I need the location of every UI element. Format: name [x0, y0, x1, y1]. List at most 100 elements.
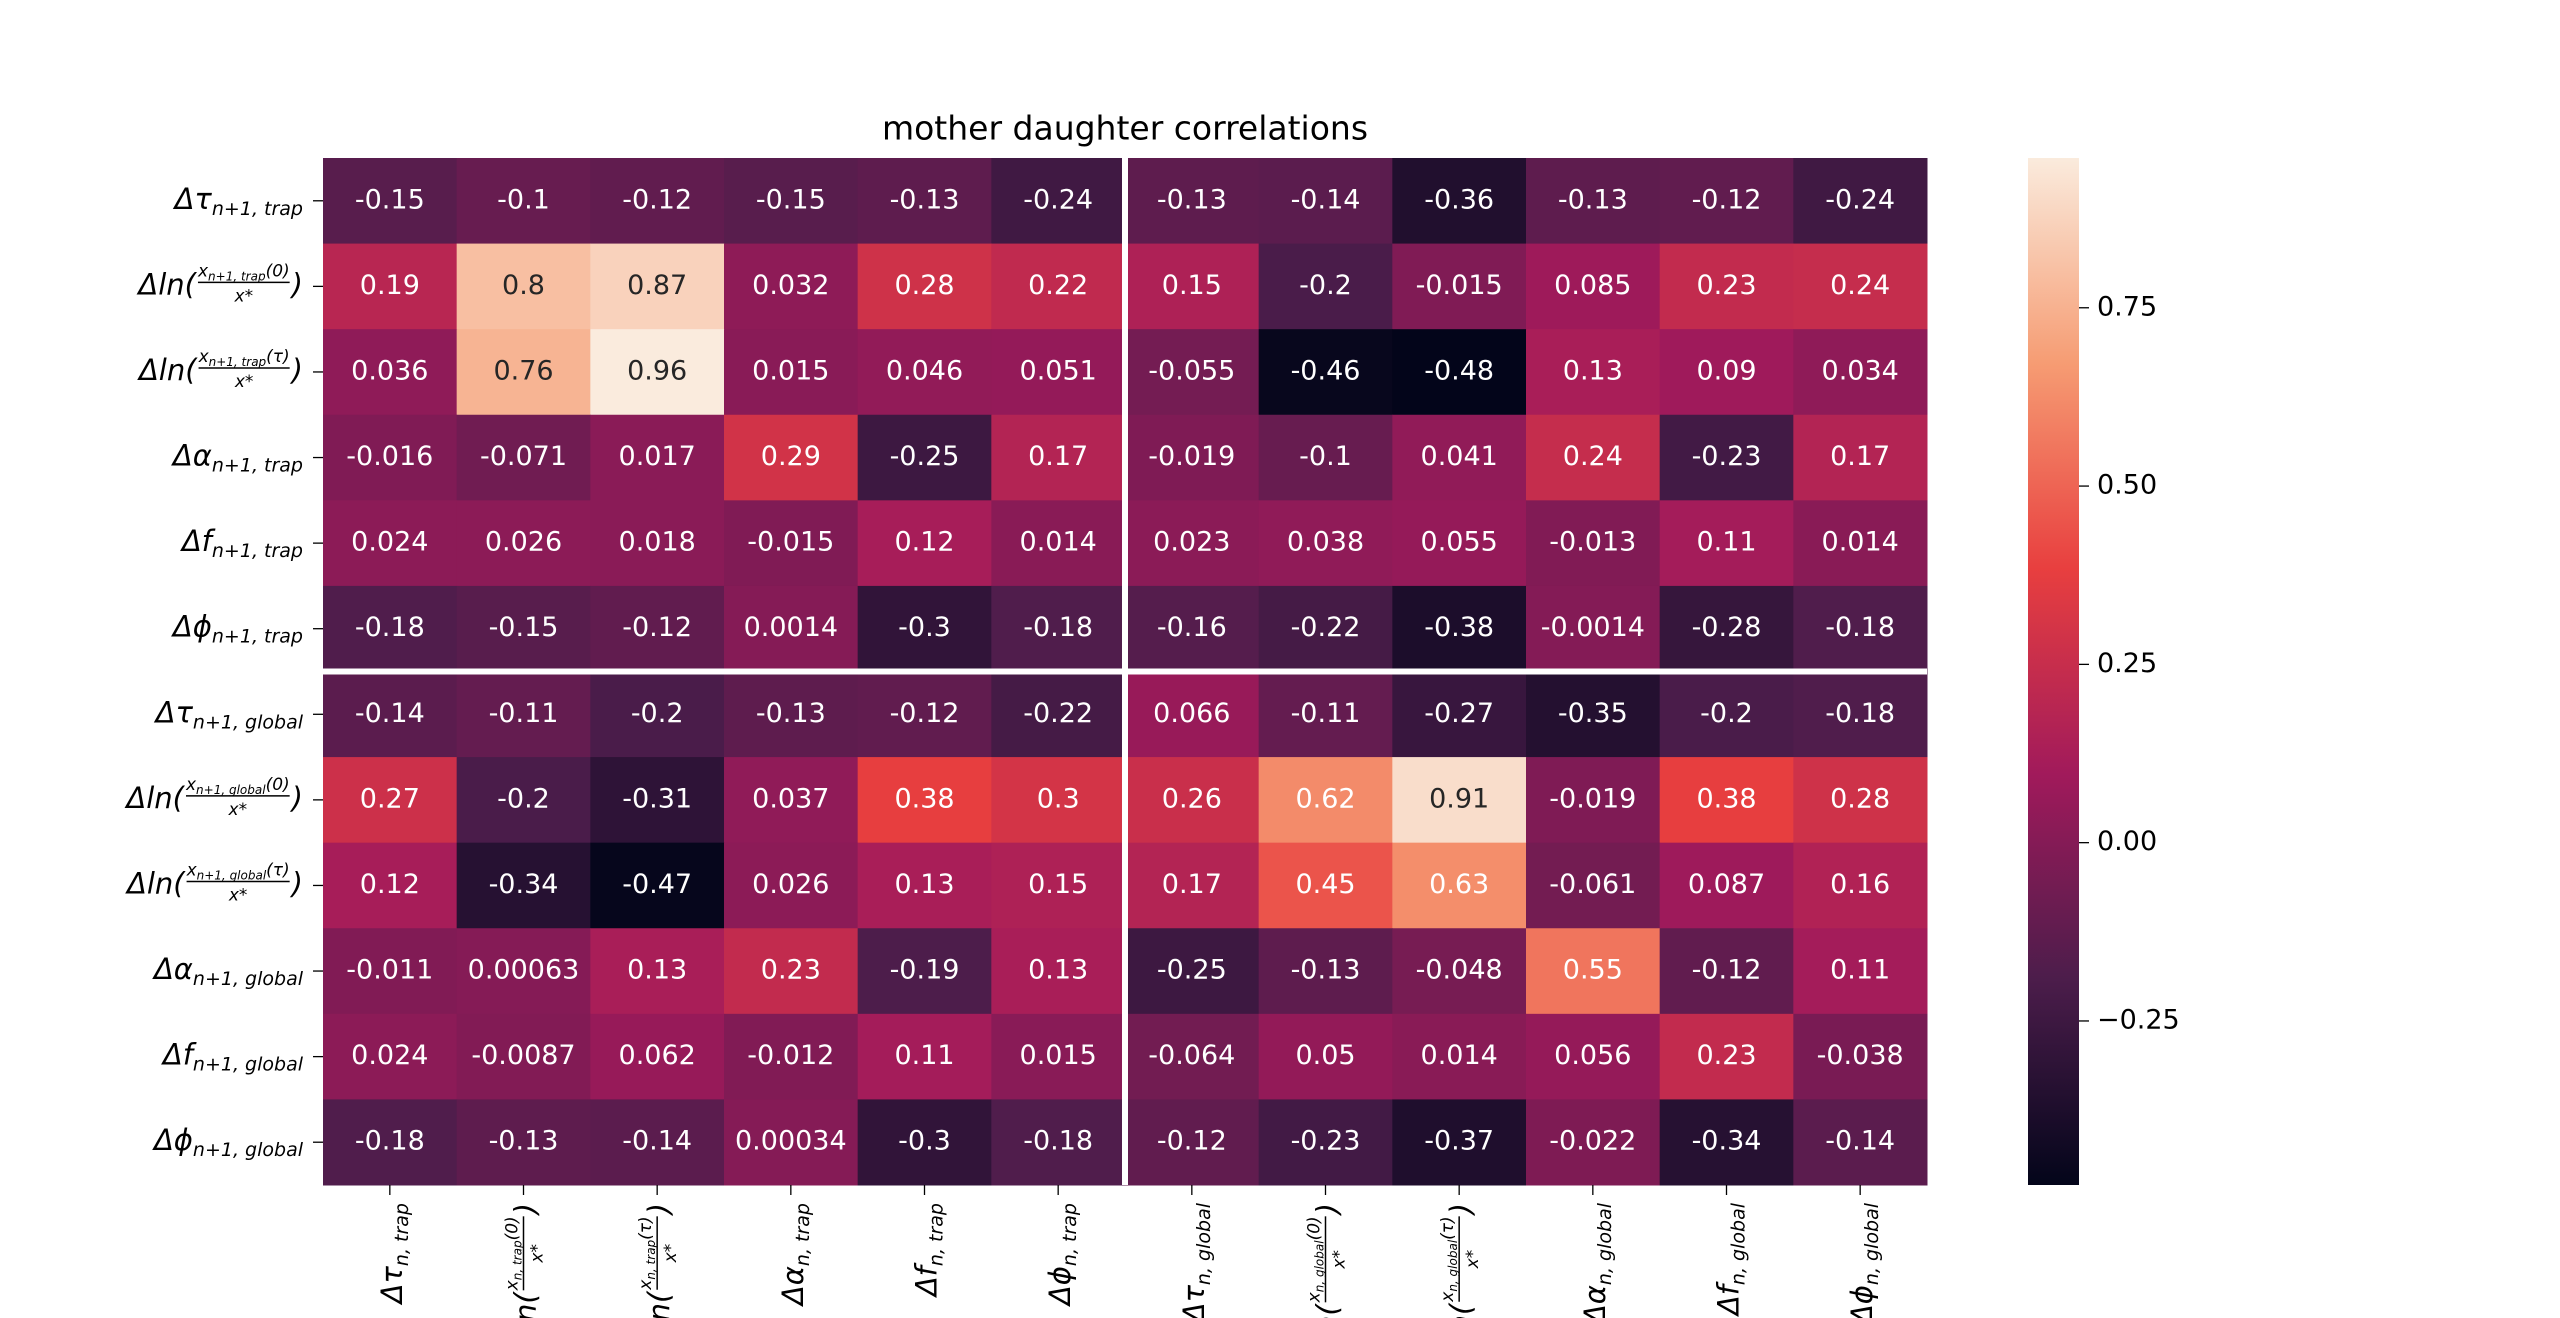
- cell-label: -0.12: [1692, 184, 1762, 215]
- cell-label: 0.11: [1830, 955, 1890, 986]
- cell-label: 0.17: [1028, 441, 1088, 472]
- cell-label: 0.05: [1295, 1040, 1355, 1071]
- heatmap-cell: [857, 1013, 992, 1100]
- cell-label: 0.62: [1295, 783, 1355, 814]
- cell-label: 0.29: [761, 441, 821, 472]
- cell-label: 0.28: [1830, 783, 1890, 814]
- label-part: n+1, global: [193, 1054, 304, 1076]
- heatmap-cell: [724, 414, 859, 501]
- cell-label: -0.12: [622, 184, 692, 215]
- label-part: x: [1305, 1291, 1325, 1303]
- heatmap-cell: [323, 158, 458, 245]
- heatmap-cell: [1659, 329, 1794, 416]
- heatmap-cell: [1258, 671, 1393, 758]
- label-part: Δϕ: [1043, 1266, 1077, 1307]
- label-text: Δϕn, trap: [1043, 1203, 1081, 1307]
- heatmap-cell: [724, 500, 859, 587]
- cell-label: -0.1: [1299, 441, 1352, 472]
- label-text: Δαn+1, trap: [171, 439, 303, 477]
- cell-label: 0.017: [619, 441, 696, 472]
- cell-label: 0.27: [360, 783, 420, 814]
- heatmap-cell: [1258, 243, 1393, 330]
- label-part: Δϕ: [171, 610, 212, 644]
- y-tick-label: Δln(xn+1, global(τ) x*): [125, 860, 303, 905]
- heatmap-cell: [1793, 671, 1928, 758]
- cell-label: -0.18: [355, 612, 425, 643]
- heatmap-cell: [1258, 842, 1393, 929]
- cell-label: -0.25: [1157, 955, 1227, 986]
- cell-label: 0.066: [1153, 698, 1230, 729]
- cell-label: -0.13: [1558, 184, 1628, 215]
- heatmap-cell: [1258, 158, 1393, 245]
- label-part: (τ): [266, 860, 290, 880]
- label-part: Δf: [910, 1262, 944, 1298]
- heatmap-cell: [724, 671, 859, 758]
- label-suffix: ): [290, 866, 303, 900]
- cell-label: 0.056: [1554, 1040, 1631, 1071]
- label-part: (0): [266, 775, 290, 795]
- cell-label: -0.23: [1692, 441, 1762, 472]
- cell-label: -0.13: [489, 1126, 559, 1157]
- heatmap-cell: [456, 757, 591, 844]
- cell-label: -0.12: [890, 698, 960, 729]
- label-text: Δαn, global: [1578, 1202, 1616, 1318]
- cell-label: 0.062: [619, 1040, 696, 1071]
- cell-label: -0.3: [898, 612, 951, 643]
- heatmap-cell: [724, 1099, 859, 1186]
- cell-label: -0.038: [1817, 1040, 1904, 1071]
- label-part: x: [636, 1279, 656, 1291]
- cell-label: -0.25: [890, 441, 960, 472]
- label-part: x: [197, 261, 209, 281]
- heatmap-cell: [1526, 757, 1661, 844]
- heatmap-cell: [456, 585, 591, 672]
- heatmap-cell: [1392, 1013, 1527, 1100]
- heatmap-cell: [1258, 585, 1393, 672]
- cell-label: -0.24: [1023, 184, 1093, 215]
- label-prefix: Δln(: [642, 1290, 676, 1318]
- heatmap-cell: [1258, 1099, 1393, 1186]
- cell-label: -0.18: [1023, 612, 1093, 643]
- heatmap-cell: [323, 671, 458, 758]
- label-part: Δτ: [173, 182, 213, 216]
- heatmap-cell: [1392, 585, 1527, 672]
- heatmap-cell: [724, 842, 859, 929]
- heatmap-cell: [456, 158, 591, 245]
- label-suffix: ): [509, 1203, 543, 1216]
- label-denominator: x*: [234, 372, 254, 392]
- heatmap-cell: [1793, 500, 1928, 587]
- cell-label: -0.011: [346, 955, 433, 986]
- y-tick-label: Δϕn+1, trap: [171, 610, 303, 648]
- heatmap-cell: [991, 414, 1126, 501]
- heatmap-cell: [1125, 671, 1260, 758]
- label-part: n, trap: [511, 1240, 525, 1280]
- cell-label: -0.019: [1549, 783, 1636, 814]
- heatmap-cell: [1659, 671, 1794, 758]
- cell-label: -0.12: [1157, 1126, 1227, 1157]
- heatmap-cell: [991, 1013, 1126, 1100]
- heatmap-cell: [724, 928, 859, 1015]
- cell-label: -0.34: [489, 869, 559, 900]
- label-text: Δαn, trap: [776, 1203, 814, 1307]
- label-text: Δτn+1, trap: [173, 182, 303, 220]
- heatmap-cell: [323, 757, 458, 844]
- cell-label: 0.38: [894, 783, 954, 814]
- label-text: Δαn+1, global: [152, 952, 304, 990]
- heatmap-cell: [1392, 757, 1527, 844]
- label-prefix: Δln(: [1311, 1303, 1345, 1318]
- heatmap-cell: [1392, 414, 1527, 501]
- heatmap-cell: [1258, 1013, 1393, 1100]
- cell-label: -0.015: [1416, 270, 1503, 301]
- cell-label: -0.28: [1692, 612, 1762, 643]
- cell-label: -0.35: [1558, 698, 1628, 729]
- heatmap-cell: [857, 757, 992, 844]
- cell-label: 0.24: [1563, 441, 1623, 472]
- cell-label: 0.034: [1822, 355, 1899, 386]
- heatmap-cell: [991, 243, 1126, 330]
- heatmap-cell: [1125, 1013, 1260, 1100]
- heatmap-cell: [1526, 243, 1661, 330]
- label-part: (τ): [1438, 1216, 1458, 1240]
- label-part: n+1, trap: [212, 540, 303, 562]
- cell-label: -0.12: [622, 612, 692, 643]
- label-part: x: [1438, 1291, 1458, 1303]
- heatmap-cell: [1526, 1013, 1661, 1100]
